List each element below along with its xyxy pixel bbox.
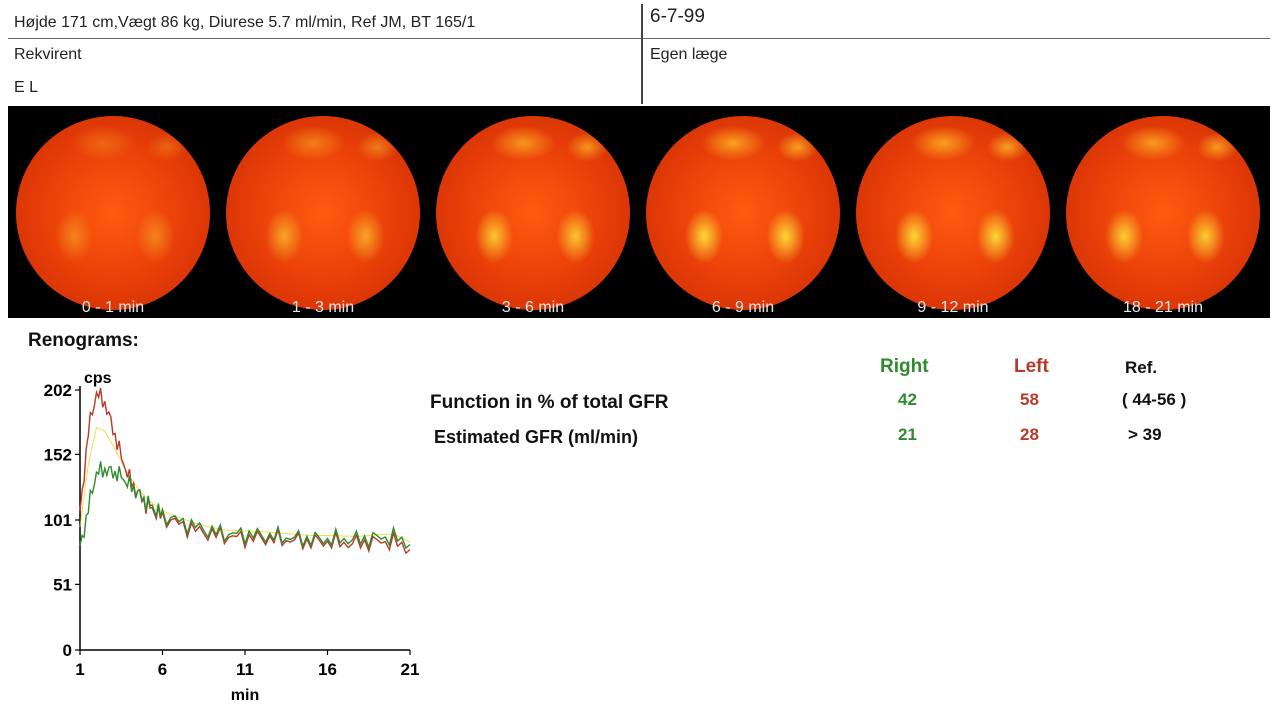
gfr-ref-value: > 39 bbox=[1128, 425, 1162, 444]
renogram-title: Renograms: bbox=[28, 330, 139, 351]
header-column-divider bbox=[641, 4, 643, 104]
x-tick-label: 21 bbox=[401, 660, 420, 679]
series-line-left bbox=[79, 387, 411, 555]
scan-frame-label: 0 - 1 min bbox=[81, 299, 145, 316]
header-divider bbox=[8, 38, 1270, 39]
scan-frame-label: 18 - 21 min bbox=[1122, 299, 1204, 316]
scan-frame bbox=[436, 116, 630, 310]
x-tick-label: 11 bbox=[236, 660, 254, 679]
y-tick-label: 101 bbox=[44, 511, 72, 530]
gfr-label: Estimated GFR (ml/min) bbox=[434, 427, 639, 447]
scan-frame-label: 3 - 6 min bbox=[501, 299, 565, 316]
scan-frame-label: 1 - 3 min bbox=[291, 299, 355, 316]
scan-frame bbox=[16, 116, 210, 310]
rekvirent-value: E L bbox=[14, 79, 39, 96]
average-trace bbox=[79, 426, 411, 543]
header-left: Left bbox=[1014, 356, 1049, 377]
scan-frame-label: 6 - 9 min bbox=[711, 299, 775, 316]
study-date: 6-7-99 bbox=[650, 6, 705, 27]
scan-frame bbox=[226, 116, 420, 310]
scintigraphy-strip: 0 - 1 min 1 - 3 min 3 - 6 min 6 - 9 min 9 - … bbox=[8, 106, 1270, 318]
y-tick-label: 152 bbox=[44, 445, 72, 464]
patient-info: Højde 171 cm,Vægt 86 kg, Diurese 5.7 ml/… bbox=[14, 14, 476, 31]
function-right-value: 42 bbox=[898, 390, 917, 409]
gfr-left-value: 28 bbox=[1020, 425, 1039, 444]
egen-laege-label: Egen læge bbox=[650, 46, 728, 63]
gfr-right-value: 21 bbox=[898, 425, 917, 444]
y-tick-label: 202 bbox=[44, 381, 72, 400]
x-tick-label: 6 bbox=[158, 660, 167, 679]
function-left-value: 58 bbox=[1020, 390, 1039, 409]
function-label: Function in % of total GFR bbox=[430, 392, 669, 413]
scan-frame bbox=[856, 116, 1050, 310]
x-tick-label: 1 bbox=[75, 660, 84, 679]
header-right: Right bbox=[880, 356, 929, 377]
header-ref: Ref. bbox=[1125, 358, 1158, 377]
scan-frame bbox=[1066, 116, 1260, 310]
series-line-right bbox=[79, 461, 411, 550]
scan-frame-label: 9 - 12 min bbox=[917, 299, 989, 316]
y-axis-label: cps bbox=[84, 370, 112, 387]
rekvirent-label: Rekvirent bbox=[14, 46, 82, 63]
function-ref-value: ( 44-56 ) bbox=[1122, 390, 1187, 409]
x-axis-label: min bbox=[231, 687, 259, 704]
y-tick-label: 0 bbox=[63, 641, 72, 660]
y-tick-label: 51 bbox=[53, 575, 72, 594]
scan-frame bbox=[646, 116, 840, 310]
x-tick-label: 16 bbox=[318, 660, 337, 679]
